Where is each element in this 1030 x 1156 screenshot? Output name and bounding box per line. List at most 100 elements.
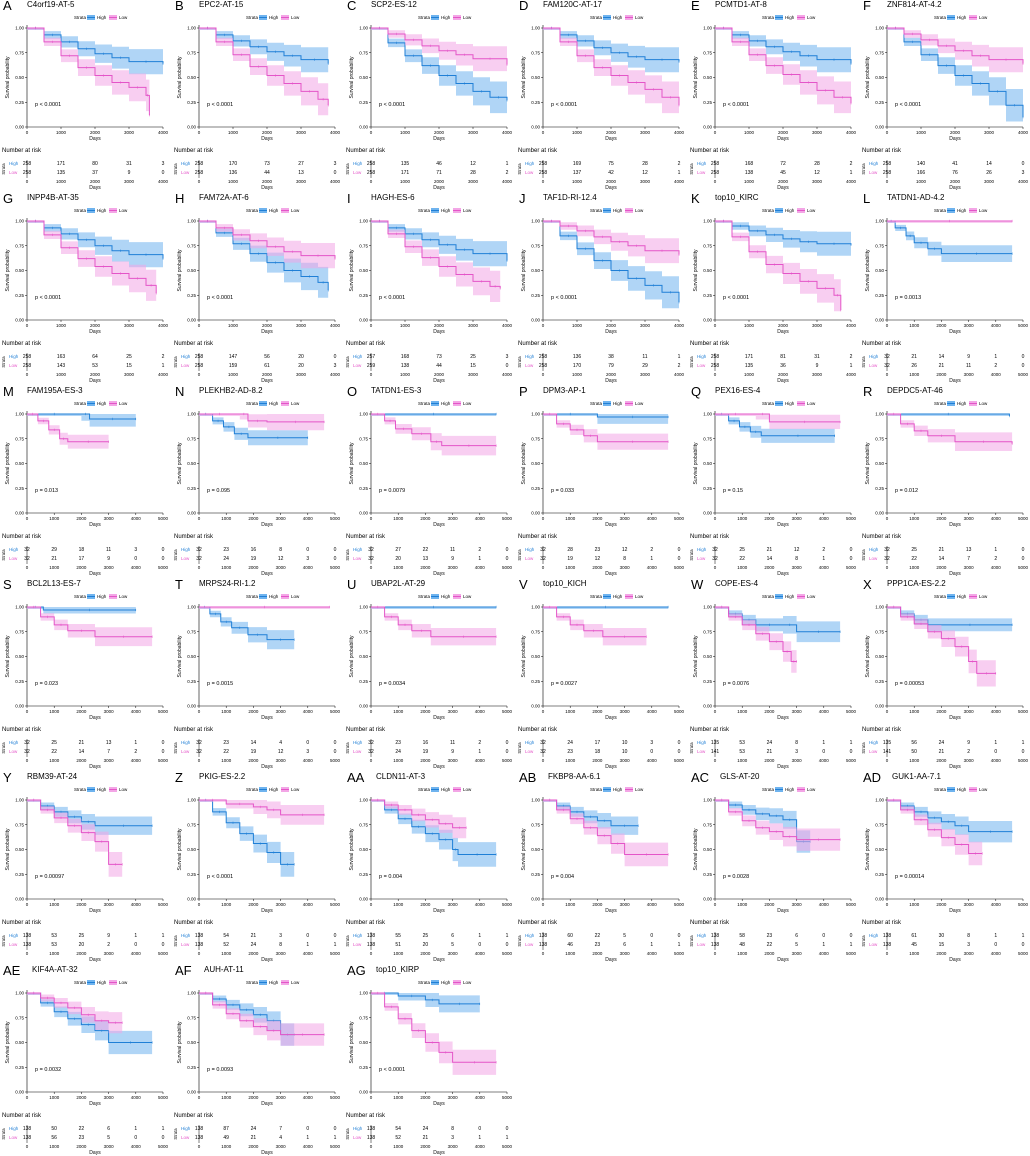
risk-row-label-high: High — [181, 740, 191, 745]
risk-x-tick-label: 0 — [886, 565, 889, 570]
km-panel-r: R DEPDC5-AT-46 Strata High Low 0.00 0.25 0.50 0.… — [860, 384, 1030, 577]
risk-count-low: 17 — [79, 556, 85, 562]
high-curve-line — [371, 992, 480, 1005]
legend-title: Strata — [762, 787, 775, 792]
low-curve — [199, 605, 330, 621]
x-tick-label: 5000 — [502, 516, 513, 521]
risk-table-title: Number at risk — [174, 1113, 214, 1119]
legend-low-label: Low — [119, 15, 128, 20]
risk-x-tick-label: 1000 — [909, 565, 920, 570]
high-curve-line — [27, 413, 136, 420]
risk-count-high: 3 — [162, 161, 165, 167]
y-tick-label: 0.75 — [703, 50, 712, 55]
x-tick-label: 3000 — [468, 323, 479, 328]
x-axis-label: Days — [433, 908, 445, 914]
risk-count-high: 0 — [306, 547, 309, 553]
y-tick-label: 0.00 — [359, 511, 368, 516]
risk-count-low: 9 — [128, 170, 131, 176]
risk-x-tick-label: 2000 — [764, 565, 775, 570]
risk-count-low: 15 — [470, 363, 476, 369]
risk-x-tick-label: 3000 — [448, 1144, 459, 1149]
p-value-label: p = 0.095 — [207, 488, 230, 494]
risk-count-low: 3 — [1022, 170, 1025, 176]
km-panel-o: O TATDN1-ES-3 Strata High Low 0.00 0.25 0.50 0.7… — [344, 384, 515, 577]
panel-letter: T — [175, 577, 183, 592]
p-value-label: p = 0.033 — [551, 488, 574, 494]
risk-row-label-low: Low — [9, 942, 18, 947]
x-tick-label: 0 — [542, 902, 545, 907]
y-tick-label: 0.75 — [531, 436, 540, 441]
high-curve-ci-band — [199, 800, 295, 878]
risk-count-high: 11 — [642, 354, 647, 360]
risk-count-low: 22 — [223, 749, 229, 755]
panel-title: TAF1D-RI-12.4 — [543, 193, 597, 202]
risk-count-low: 138 — [401, 363, 410, 369]
y-axis-label: Survival probability — [521, 249, 527, 291]
x-tick-label: 0 — [26, 709, 29, 714]
panel-title: DEPDC5-AT-46 — [887, 386, 943, 395]
risk-count-low: 0 — [162, 1135, 165, 1141]
x-tick-label: 4000 — [502, 323, 513, 328]
risk-x-tick-label: 1000 — [909, 372, 920, 377]
legend-low-label: Low — [807, 208, 816, 213]
low-curve — [199, 991, 325, 1050]
km-panel-d: D FAM120C-AT-17 Strata High Low 0.00 0.25 0.50 0… — [516, 0, 687, 191]
x-tick-label: 4000 — [303, 1095, 314, 1100]
risk-x-tick-label: 1000 — [565, 565, 576, 570]
risk-count-high: 2 — [162, 354, 165, 360]
risk-strata-label: Strata — [517, 742, 522, 754]
risk-table-title: Number at risk — [2, 920, 42, 926]
risk-count-high: 54 — [395, 1126, 401, 1132]
low-curve-ci-band — [27, 28, 150, 127]
legend-title: Strata — [934, 594, 947, 599]
legend: Strata High Low — [590, 594, 644, 599]
panel-title: DPM3-AP-1 — [543, 386, 586, 395]
risk-row-label-high: High — [697, 740, 707, 745]
y-tick-label: 0.25 — [15, 872, 24, 877]
risk-strata-label: Strata — [345, 549, 350, 561]
risk-count-high: 72 — [780, 161, 786, 167]
risk-table-title: Number at risk — [690, 534, 730, 540]
risk-x-tick-label: 0 — [26, 565, 29, 570]
x-tick-label: 0 — [26, 130, 29, 135]
y-tick-label: 0.50 — [15, 1040, 24, 1045]
legend: Strata High Low — [762, 208, 816, 213]
risk-count-low: 24 — [251, 942, 257, 948]
low-curve — [27, 991, 123, 1035]
x-tick-label: 4000 — [991, 323, 1002, 328]
risk-count-high: 1 — [678, 354, 681, 360]
p-value-label: p < 0.0001 — [379, 1067, 405, 1073]
x-tick-label: 2000 — [262, 323, 273, 328]
y-axis-label: Survival probability — [349, 1021, 355, 1063]
risk-count-high: 25 — [911, 547, 917, 553]
legend-high-label: High — [97, 594, 107, 599]
risk-x-axis-label: Days — [261, 378, 273, 384]
p-value-label: p < 0.0001 — [207, 102, 233, 108]
y-axis-label: Survival probability — [177, 56, 183, 98]
risk-x-tick-label: 4000 — [846, 372, 857, 377]
x-tick-label: 2000 — [764, 709, 775, 714]
risk-count-low: 1 — [306, 942, 309, 948]
x-tick-label: 0 — [886, 130, 889, 135]
risk-count-high: 2 — [678, 161, 681, 167]
x-tick-label: 4000 — [330, 323, 341, 328]
km-panel-z: Z PKIG-ES-2.2 Strata High Low 0.00 0.25 0.50 0.7… — [172, 770, 343, 963]
risk-x-tick-label: 2000 — [248, 565, 259, 570]
km-panel-b: B EPC2-AT-15 Strata High Low 0.00 0.25 0.50 0.75… — [172, 0, 343, 191]
risk-row-label-low: Low — [869, 363, 878, 368]
risk-count-low: 21 — [939, 363, 945, 369]
risk-x-axis-label: Days — [261, 185, 273, 191]
risk-count-low: 2 — [678, 363, 681, 369]
y-axis-label: Survival probability — [5, 56, 11, 98]
risk-count-low: 4 — [279, 1135, 282, 1141]
risk-row-label-high: High — [869, 354, 879, 359]
panel-title: FKBP8-AA-6.1 — [548, 772, 601, 781]
risk-count-low: 76 — [952, 170, 958, 176]
risk-count-low: 14 — [939, 556, 945, 562]
low-curve — [715, 26, 852, 121]
legend-title: Strata — [590, 15, 603, 20]
risk-x-tick-label: 2000 — [420, 565, 431, 570]
low-curve — [199, 798, 325, 829]
panel-letter: H — [175, 191, 185, 206]
x-tick-label: 4000 — [846, 323, 857, 328]
